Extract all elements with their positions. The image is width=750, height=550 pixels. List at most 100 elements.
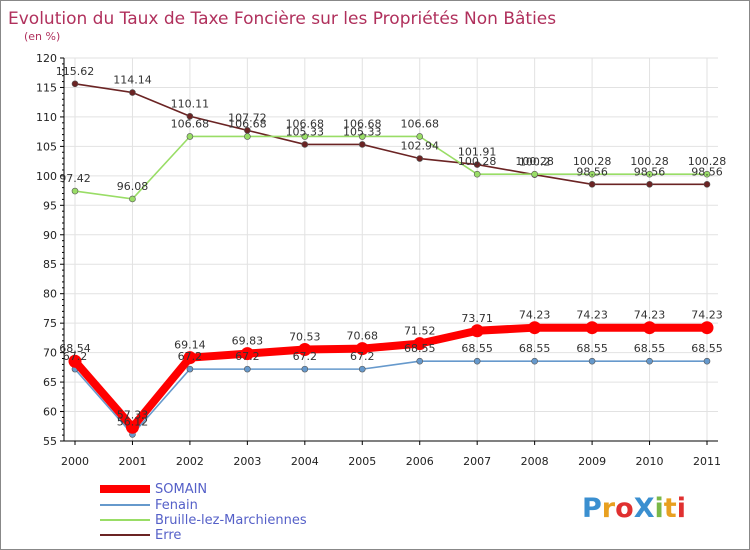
data-label: 100.28 — [688, 155, 727, 168]
data-label: 96.08 — [117, 180, 149, 193]
x-tick-label: 2003 — [233, 455, 261, 468]
legend-label: Fenain — [155, 498, 198, 513]
x-tick-label: 2009 — [578, 455, 606, 468]
series-line-fenain — [74, 360, 708, 436]
data-point — [129, 89, 136, 96]
y-tick-label: 95 — [43, 199, 57, 212]
data-point — [186, 112, 194, 120]
y-tick-label: 80 — [43, 288, 57, 301]
logo-letter: o — [615, 493, 634, 524]
data-point — [301, 365, 309, 373]
data-labels: 115.62 114.14 110.11 107.72 105.33 105.33 102.… — [56, 65, 727, 429]
series-layer — [68, 80, 714, 438]
axes — [63, 58, 718, 442]
data-label: 100.28 — [458, 155, 497, 168]
x-tick-label: 2008 — [521, 455, 549, 468]
data-label: 68.55 — [634, 342, 666, 355]
data-point — [358, 365, 366, 373]
y-tick-label: 60 — [43, 406, 57, 419]
logo-letter: i — [655, 493, 664, 524]
data-label: 105.33 — [286, 125, 325, 138]
data-point — [413, 337, 427, 351]
y-tick-label: 100 — [36, 170, 57, 183]
x-tick-label: 2005 — [348, 455, 376, 468]
data-label: 105.33 — [343, 125, 382, 138]
data-point — [183, 351, 197, 365]
legend-label: Bruille-lez-Marchiennes — [155, 513, 307, 528]
data-point — [358, 141, 366, 148]
data-point — [186, 133, 194, 140]
data-label: 101.91 — [458, 146, 497, 159]
data-point — [473, 170, 481, 178]
data-point — [358, 133, 366, 140]
data-label: 67.2 — [293, 350, 318, 363]
data-label: 68.55 — [461, 342, 493, 355]
y-tick-label: 115 — [36, 81, 57, 94]
legend-label: Erre — [155, 528, 181, 543]
data-point — [588, 181, 596, 188]
chart-unit-label: (en %) — [24, 30, 60, 43]
data-point — [646, 357, 653, 365]
data-label: 71.52 — [404, 325, 436, 338]
data-point — [129, 195, 136, 203]
data-point — [531, 357, 538, 365]
data-point — [473, 161, 481, 168]
series-line-bruille-lez-marchiennes — [74, 135, 708, 200]
x-tick-label: 2011 — [693, 455, 721, 468]
data-label: 100.28 — [573, 155, 612, 168]
data-label: 68.55 — [576, 342, 608, 355]
chart-title: Evolution du Taux de Taxe Foncière sur l… — [8, 9, 556, 29]
data-point — [68, 354, 82, 368]
legend-label: SOMAIN — [155, 482, 207, 497]
data-point — [71, 80, 79, 88]
logo-letter: X — [634, 493, 655, 524]
data-point — [301, 133, 309, 140]
data-label: 100.28 — [630, 155, 669, 168]
data-point — [646, 170, 653, 178]
data-point — [703, 170, 711, 178]
data-label: 102.94 — [400, 140, 439, 153]
data-label: 97.42 — [59, 172, 91, 185]
x-tick-label: 2000 — [61, 455, 89, 468]
data-point — [186, 365, 194, 373]
data-label: 106.68 — [286, 117, 325, 130]
data-label: 98.56 — [576, 165, 608, 178]
logo-letter: i — [677, 493, 686, 524]
data-label: 73.71 — [461, 312, 493, 325]
y-ticks: 55 60 65 70 75 80 85 90 95 100 105 110 115 120 — [36, 52, 64, 448]
data-label: 115.62 — [56, 65, 95, 78]
data-point — [646, 181, 653, 188]
data-label: 74.23 — [634, 309, 666, 322]
x-tick-label: 2004 — [291, 455, 319, 468]
data-label: 67.2 — [350, 350, 375, 363]
y-tick-label: 110 — [36, 111, 57, 124]
y-tick-label: 90 — [43, 229, 57, 242]
data-label: 74.23 — [519, 309, 551, 322]
data-label: 74.23 — [576, 309, 608, 322]
data-label: 100.28 — [515, 155, 554, 168]
data-label: 67.2 — [235, 350, 260, 363]
y-tick-label: 55 — [43, 435, 57, 448]
data-point — [588, 170, 596, 178]
data-label: 114.14 — [113, 74, 152, 87]
data-label: 67.2 — [178, 350, 203, 363]
data-point — [528, 321, 542, 335]
logo-letter: t — [664, 493, 677, 524]
data-label: 98.56 — [634, 165, 666, 178]
data-label: 68.55 — [691, 342, 723, 355]
data-point — [125, 420, 139, 434]
data-point — [301, 141, 309, 148]
logo-letter: P — [582, 493, 602, 524]
series-line-erre — [74, 83, 708, 186]
x-ticks: 2000 2001 2002 2003 2004 2005 2006 2007 2008 2009… — [61, 441, 721, 468]
data-label: 107.72 — [228, 111, 267, 124]
y-tick-label: 85 — [43, 258, 57, 271]
data-point — [473, 357, 481, 365]
data-label: 100.2 — [519, 156, 551, 169]
data-label: 68.54 — [59, 342, 91, 355]
data-point — [298, 342, 312, 356]
data-point — [470, 324, 484, 338]
data-point — [416, 133, 424, 140]
x-tick-label: 2007 — [463, 455, 491, 468]
